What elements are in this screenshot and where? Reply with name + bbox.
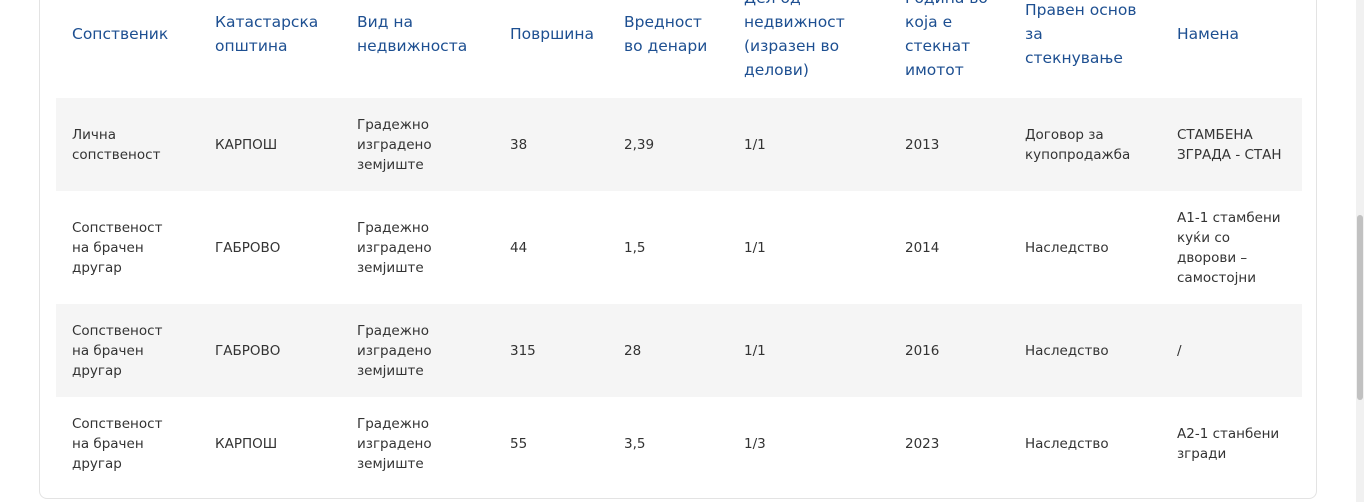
table-cell: 1/1 [744, 239, 766, 256]
table-cell: КАРПОШ [215, 435, 278, 452]
table-cell: ГАБРОВО [199, 304, 341, 397]
table-body: Лична сопственост КАРПОШ Градежно изграден… [56, 98, 1302, 490]
table-row: Сопственост на брачен другар ГАБРОВО Граде… [56, 191, 1302, 304]
table-cell: А1-1 стамбени куќи со дворови – самостој… [1177, 209, 1281, 286]
table-row: Сопственост на брачен другар ГАБРОВО Граде… [56, 304, 1302, 397]
table-cell: Градежно изградено земјиште [357, 219, 432, 276]
column-header: Катастарска општина [215, 13, 319, 55]
table-cell: Лична сопственост [56, 98, 199, 191]
table-cell: Сопственост на брачен другар [72, 219, 163, 276]
table-cell: 44 [510, 239, 528, 256]
card [39, 0, 1317, 499]
table-cell: 2016 [889, 304, 1009, 397]
table-cell: Градежно изградено земјиште [341, 98, 494, 191]
table-cell: Сопственост на брачен другар [72, 415, 163, 472]
table-cell: Сопственост на брачен другар [56, 304, 199, 397]
table-cell: Наследство [1025, 435, 1109, 452]
table-cell: Наследство [1025, 239, 1109, 256]
table-cell: 2014 [905, 239, 940, 256]
column-header: Намена [1177, 25, 1240, 43]
column-header: Сопственик [72, 25, 169, 43]
table-row: Лична сопственост КАРПОШ Градежно изграден… [56, 98, 1302, 191]
column-header: Дел од недвижност (изразен во делови) [744, 0, 845, 79]
table-cell: 38 [494, 98, 608, 191]
table-cell: СТАМБЕНА ЗГРАДА - СТАН [1161, 98, 1302, 191]
table-cell: Договор за купопродажба [1009, 98, 1161, 191]
table-cell: 1/1 [728, 304, 889, 397]
table-cell: / [1161, 304, 1302, 397]
table: Сопственик Катастарска општина Вид на недв… [56, 0, 1302, 490]
column-header: Година во која е стекнат имотот [905, 0, 988, 79]
table-cell: 1/3 [744, 435, 766, 452]
table-cell: КАРПОШ [199, 98, 341, 191]
header-row: Сопственик Катастарска општина Вид на недв… [56, 0, 1302, 98]
table-cell: А2-1 станбени згради [1177, 425, 1280, 462]
scrollbar-thumb[interactable] [1357, 215, 1363, 400]
table-cell: 2,39 [608, 98, 728, 191]
table-cell: 1,5 [624, 239, 646, 256]
table-cell: 315 [494, 304, 608, 397]
table-cell: ГАБРОВО [215, 239, 281, 256]
table-cell: Градежно изградено земјиште [357, 415, 432, 472]
table-cell: 2013 [889, 98, 1009, 191]
column-header: Вид на недвижноста [357, 13, 468, 55]
table-cell: 3,5 [624, 435, 646, 452]
table-cell: Наследство [1009, 304, 1161, 397]
table-cell: 28 [608, 304, 728, 397]
table-cell: 2023 [905, 435, 940, 452]
table-cell: Градежно изградено земјиште [341, 304, 494, 397]
table-row: Сопственост на брачен другар КАРПОШ Градеж… [56, 397, 1302, 490]
column-header: Вредност во денари [624, 13, 708, 55]
column-header: Површина [510, 25, 595, 43]
table-cell: 1/1 [728, 98, 889, 191]
table-cell: 55 [510, 435, 528, 452]
column-header: Правен основ за стекнување [1025, 1, 1137, 67]
